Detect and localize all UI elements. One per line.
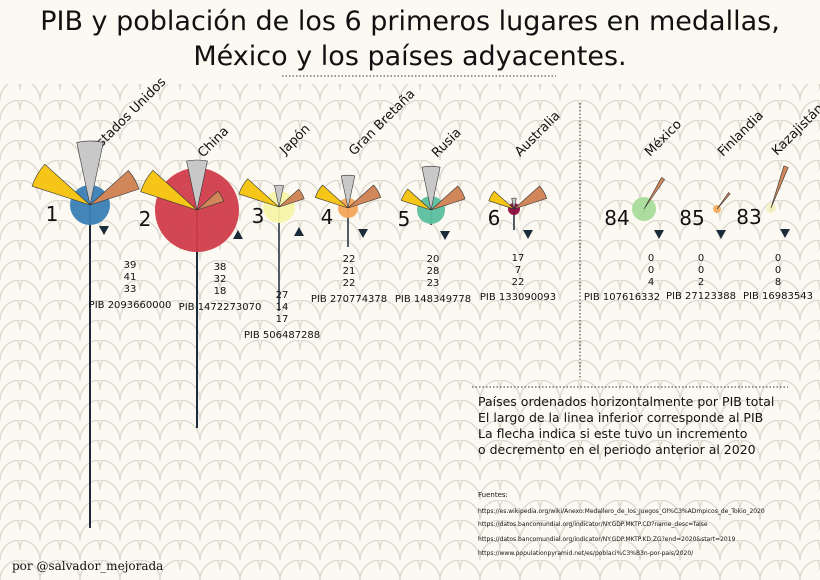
source-link-3[interactable]: https://datos.bancomundial.org/indicator… bbox=[478, 536, 736, 543]
gold-wedge bbox=[400, 188, 432, 211]
rank-label: 3 bbox=[252, 204, 265, 228]
gold-wedge bbox=[314, 184, 349, 209]
medal-count: 18 bbox=[214, 286, 227, 297]
medal-count: 32 bbox=[214, 274, 227, 285]
trend-arrow-down bbox=[440, 231, 450, 240]
pib-label: PIB 506487288 bbox=[244, 330, 320, 341]
medal-count: 4 bbox=[648, 277, 654, 288]
medal-count: 17 bbox=[276, 314, 289, 325]
medal-count: 0 bbox=[775, 253, 781, 264]
gold-wedge bbox=[238, 178, 280, 208]
source-link-4[interactable]: https://www.populationpyramid.net/es/pob… bbox=[478, 550, 694, 557]
bronze-wedge bbox=[770, 165, 789, 209]
gold-wedge bbox=[488, 190, 515, 210]
note-line-3: La flecha indica si este tuvo un increme… bbox=[478, 426, 747, 441]
medal-count: 38 bbox=[214, 262, 227, 273]
title-line-1: PIB y población de los 6 primeros lugare… bbox=[40, 6, 780, 37]
medal-count: 17 bbox=[512, 253, 525, 264]
trend-arrow-up bbox=[294, 227, 304, 236]
bronze-wedge bbox=[89, 170, 140, 206]
pib-label: PIB 133090093 bbox=[480, 292, 556, 303]
medal-count: 27 bbox=[276, 290, 289, 301]
note-line-4: o decremento en el periodo anterior al 2… bbox=[478, 442, 756, 457]
silver-wedge bbox=[340, 174, 356, 209]
silver-wedge bbox=[511, 197, 517, 210]
trend-arrow-down bbox=[716, 230, 726, 239]
bronze-wedge bbox=[513, 185, 548, 210]
medal-count: 0 bbox=[698, 265, 704, 276]
trend-arrow-down bbox=[523, 230, 533, 239]
medal-count: 0 bbox=[698, 253, 704, 264]
source-link-2[interactable]: https://datos.bancomundial.org/indicator… bbox=[478, 521, 708, 528]
medal-count: 22 bbox=[512, 277, 525, 288]
note-line-2: El largo de la linea inferior correspond… bbox=[478, 410, 763, 425]
medal-count: 20 bbox=[427, 254, 440, 265]
rank-label: 1 bbox=[46, 202, 59, 226]
medal-count: 2 bbox=[698, 277, 704, 288]
rank-label: 84 bbox=[604, 206, 629, 230]
gold-wedge bbox=[140, 169, 198, 211]
rank-label: 4 bbox=[321, 205, 334, 229]
pib-label: PIB 148349778 bbox=[395, 294, 471, 305]
silver-wedge bbox=[274, 184, 284, 208]
bronze-wedge bbox=[347, 184, 382, 209]
pib-label: PIB 270774378 bbox=[311, 294, 387, 305]
trend-arrow-down bbox=[780, 229, 790, 238]
pib-label: PIB 16983543 bbox=[743, 291, 813, 302]
medal-count: 0 bbox=[648, 253, 654, 264]
medal-count: 28 bbox=[427, 266, 440, 277]
trend-arrow-down bbox=[358, 229, 368, 238]
medal-count: 39 bbox=[124, 260, 137, 271]
trend-arrow-down bbox=[654, 230, 664, 239]
medal-count: 22 bbox=[343, 254, 356, 265]
medal-count: 23 bbox=[427, 278, 440, 289]
medal-count: 7 bbox=[515, 265, 521, 276]
bronze-wedge bbox=[278, 188, 305, 208]
pib-label: PIB 1472273070 bbox=[179, 302, 262, 313]
pib-label: PIB 2093660000 bbox=[89, 300, 172, 311]
rank-label: 2 bbox=[139, 207, 152, 231]
bronze-wedge bbox=[716, 192, 731, 210]
bronze-wedge bbox=[643, 177, 666, 210]
silver-wedge bbox=[421, 165, 441, 211]
medal-count: 0 bbox=[775, 265, 781, 276]
medal-count: 41 bbox=[124, 272, 137, 283]
pib-label: PIB 107616332 bbox=[584, 292, 660, 303]
gold-wedge bbox=[31, 163, 91, 206]
bronze-wedge bbox=[196, 190, 225, 211]
rank-label: 6 bbox=[488, 206, 501, 230]
rank-label: 83 bbox=[736, 205, 761, 229]
trend-arrow-up bbox=[233, 230, 243, 239]
medal-count: 22 bbox=[343, 278, 356, 289]
medal-count: 14 bbox=[276, 302, 289, 313]
rank-label: 5 bbox=[398, 207, 411, 231]
note-line-1: Países ordenados horizontalmente por PIB… bbox=[478, 394, 774, 409]
medal-count: 0 bbox=[648, 265, 654, 276]
bronze-wedge bbox=[430, 185, 466, 211]
medal-count: 8 bbox=[775, 277, 781, 288]
title-line-2: México y los países adyacentes. bbox=[193, 41, 626, 72]
silver-wedge bbox=[76, 140, 104, 206]
medal-count: 33 bbox=[124, 284, 137, 295]
author-credit: por @salvador_mejorada bbox=[12, 559, 163, 573]
rank-label: 85 bbox=[679, 206, 704, 230]
sources-title: Fuentes: bbox=[478, 491, 508, 499]
scale-pattern bbox=[0, 84, 820, 580]
medal-count: 21 bbox=[343, 266, 356, 277]
silver-wedge bbox=[186, 159, 208, 211]
source-link-1[interactable]: https://es.wikipedia.org/wiki/Anexo:Meda… bbox=[478, 508, 765, 515]
trend-arrow-down bbox=[99, 226, 109, 235]
pib-label: PIB 27123388 bbox=[666, 291, 736, 302]
